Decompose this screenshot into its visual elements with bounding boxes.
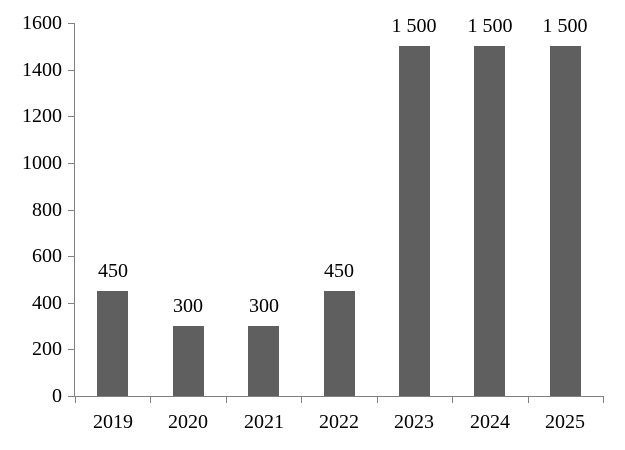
y-axis-tick [68,396,74,397]
x-axis-tick [603,396,604,403]
x-axis-label: 2021 [244,411,284,433]
y-axis-tick [68,116,74,117]
x-axis-tick [226,396,227,403]
y-axis-label: 1600 [22,12,62,34]
y-axis-label: 1200 [22,105,62,127]
y-axis-tick [68,210,74,211]
y-axis-tick [68,23,74,24]
y-axis-label: 1400 [22,59,62,81]
bar-2021 [248,326,279,396]
x-axis-tick [377,396,378,403]
y-axis-tick [68,163,74,164]
x-axis-tick [528,396,529,403]
x-axis-label: 2022 [319,411,359,433]
x-axis-tick [75,396,76,403]
y-axis-tick [68,256,74,257]
y-axis-label: 1000 [22,152,62,174]
y-axis-label: 0 [52,385,62,407]
x-axis-line [74,396,603,397]
data-label: 1 500 [391,15,437,37]
y-axis-tick [68,70,74,71]
y-axis-tick [68,349,74,350]
bar-2023 [399,46,430,396]
y-axis-tick [68,303,74,304]
y-axis-label: 200 [32,338,62,360]
data-label: 450 [98,260,128,282]
bar-2019 [97,291,128,396]
y-axis-label: 800 [32,199,62,221]
x-axis-tick [150,396,151,403]
data-label: 450 [324,260,354,282]
x-axis-label: 2023 [394,411,434,433]
x-axis-label: 2019 [93,411,133,433]
x-axis-label: 2025 [545,411,585,433]
data-label: 1 500 [542,15,588,37]
x-axis-label: 2020 [168,411,208,433]
bar-2024 [474,46,505,396]
x-axis-tick [452,396,453,403]
x-axis-label: 2024 [470,411,510,433]
x-axis-tick [301,396,302,403]
y-axis-label: 400 [32,292,62,314]
y-axis-label: 600 [32,245,62,267]
bar-2020 [173,326,204,396]
bar-2025 [550,46,581,396]
data-label: 1 500 [467,15,513,37]
y-axis-line [74,23,75,397]
data-label: 300 [173,295,203,317]
bar-2022 [324,291,355,396]
data-label: 300 [249,295,279,317]
